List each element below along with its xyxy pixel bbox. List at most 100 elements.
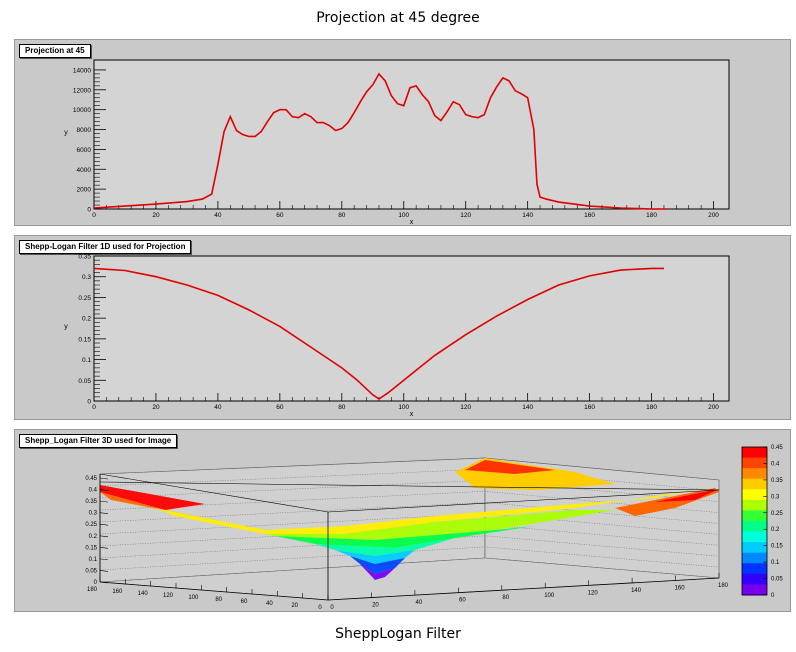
- xaxis-tick-label: 100: [544, 593, 555, 599]
- palette-swatch: [742, 521, 767, 533]
- palette-tick-label: 0.35: [771, 478, 783, 484]
- palette-tick-label: 0.2: [771, 527, 780, 533]
- y-tick-label: 0: [87, 399, 91, 406]
- z-tick-label: 0.3: [89, 511, 98, 517]
- palette-tick-label: 0.1: [771, 560, 780, 566]
- x-tick-label: 0: [92, 212, 96, 219]
- y-tick-label: 8000: [77, 127, 92, 134]
- yaxis-tick-label: 160: [112, 589, 123, 595]
- top-caption: Projection at 45 degree: [316, 10, 480, 26]
- xaxis-tick-label: 60: [459, 598, 466, 604]
- z-tick: [99, 558, 109, 561]
- plot-frame: [93, 59, 730, 210]
- wall-grid-line: [99, 535, 720, 559]
- x-tick-label: 120: [460, 404, 471, 411]
- palette-swatch: [742, 489, 767, 501]
- palette-tick-label: 0.3: [771, 494, 780, 500]
- x-tick-label: 120: [460, 212, 471, 219]
- yaxis-tick-label: 120: [163, 593, 174, 599]
- yaxis-tick-label: 0: [318, 605, 322, 611]
- surface-band: [350, 556, 405, 574]
- palette-tick-label: 0.05: [771, 577, 783, 583]
- x-tick-label: 160: [584, 404, 595, 411]
- y-tick-label: 12000: [73, 87, 91, 94]
- yaxis-tick-label: 40: [266, 601, 273, 607]
- surface-band: [360, 564, 395, 580]
- palette-swatch: [742, 542, 767, 554]
- y-axis-label: y: [64, 324, 68, 331]
- palette-frame: [741, 446, 768, 596]
- x-tick-label: 100: [398, 404, 409, 411]
- palette-swatch: [742, 573, 767, 585]
- wall-grid-line: [99, 502, 720, 524]
- z-tick: [99, 489, 109, 491]
- projection-panel[interactable]: Projection at 45 0 2000 4000 6000 8000 10000 1…: [14, 39, 791, 226]
- z-tick: [99, 570, 109, 572]
- x-axis-label: x: [410, 411, 414, 418]
- z-tick-label: 0.25: [85, 522, 97, 528]
- projection-title: Projection at 45: [19, 44, 91, 58]
- z-tick: [99, 535, 109, 538]
- x-tick-label: 200: [708, 212, 719, 219]
- palette-tick-label: 0.45: [771, 445, 783, 451]
- z-tick-label: 0.35: [85, 499, 97, 505]
- x-tick-label: 40: [214, 404, 222, 411]
- surface-peak-right-red: [655, 489, 719, 502]
- z-tick-label: 0.2: [89, 534, 98, 540]
- xaxis-tick-label: 20: [372, 603, 379, 609]
- z-tick-label: 0.15: [85, 545, 97, 551]
- yaxis-tick-label: 60: [241, 599, 248, 605]
- filter-3d-title: Shepp_Logan Filter 3D used for Image: [19, 434, 178, 448]
- filter-1d-title: Shepp-Logan Filter 1D used for Projectio…: [19, 240, 192, 254]
- x-tick-label: 160: [584, 212, 595, 219]
- wall-grid-line: [99, 491, 720, 513]
- x-tick-label: 20: [152, 212, 160, 219]
- y-tick-label: 6000: [77, 147, 92, 154]
- data-line: [93, 267, 664, 400]
- palette-tick-label: 0.25: [771, 511, 783, 517]
- filter-3d-panel[interactable]: Shepp_Logan Filter 3D used for Image 0 0.…: [14, 429, 791, 612]
- y-tick-label: 10000: [73, 107, 91, 114]
- z-tick: [99, 477, 109, 480]
- x-tick-label: 60: [276, 212, 284, 219]
- y-tick-label: 0.05: [78, 378, 91, 385]
- surface-peak-back-red: [465, 460, 555, 474]
- palette-tick-label: 0: [771, 593, 775, 599]
- z-tick-label: 0.45: [85, 476, 97, 482]
- filter-3d-chart: 0 0.05 0.1 0.15 0.2 0.25 0.3 0.35 0.4 0.45 180 160 1…: [85, 445, 783, 611]
- z-tick: [99, 512, 109, 514]
- surface-band: [315, 538, 455, 556]
- palette-swatch: [742, 552, 767, 564]
- x-tick-label: 140: [522, 404, 533, 411]
- y-tick-label: 2000: [77, 187, 92, 194]
- surface-edge: [99, 481, 720, 491]
- y-axis-line: [99, 581, 329, 601]
- z-tick-label: 0.1: [89, 557, 98, 563]
- xaxis-tick-label: 120: [588, 590, 599, 596]
- y-tick-label: 14000: [73, 67, 91, 74]
- palette-swatch: [742, 510, 767, 522]
- surface-band: [335, 550, 415, 564]
- plot-frame: [93, 255, 730, 402]
- y-tick-label: 4000: [77, 167, 92, 174]
- palette-swatch: [742, 531, 767, 543]
- z-tick-label: 0.05: [85, 568, 97, 574]
- z-tick: [99, 547, 109, 549]
- filter-1d-panel[interactable]: Shepp-Logan Filter 1D used for Projectio…: [14, 235, 791, 420]
- surface-band: [275, 526, 535, 548]
- z-tick: [99, 581, 109, 584]
- palette-swatch: [742, 478, 767, 490]
- palette-tick-label: 0.4: [771, 461, 780, 467]
- x-tick-label: 20: [152, 404, 160, 411]
- wall-grid-line: [99, 546, 720, 571]
- y-tick-label: 0: [87, 207, 91, 214]
- yaxis-tick-label: 100: [188, 595, 199, 601]
- y-axis-label: y: [64, 130, 68, 137]
- xaxis-tick-label: 180: [718, 583, 729, 589]
- z-tick: [99, 523, 109, 526]
- x-tick-label: 200: [708, 404, 719, 411]
- y-tick-label: 0.25: [78, 295, 91, 302]
- palette-swatch: [742, 468, 767, 480]
- z-tick: [99, 500, 109, 503]
- x-tick-label: 80: [338, 212, 346, 219]
